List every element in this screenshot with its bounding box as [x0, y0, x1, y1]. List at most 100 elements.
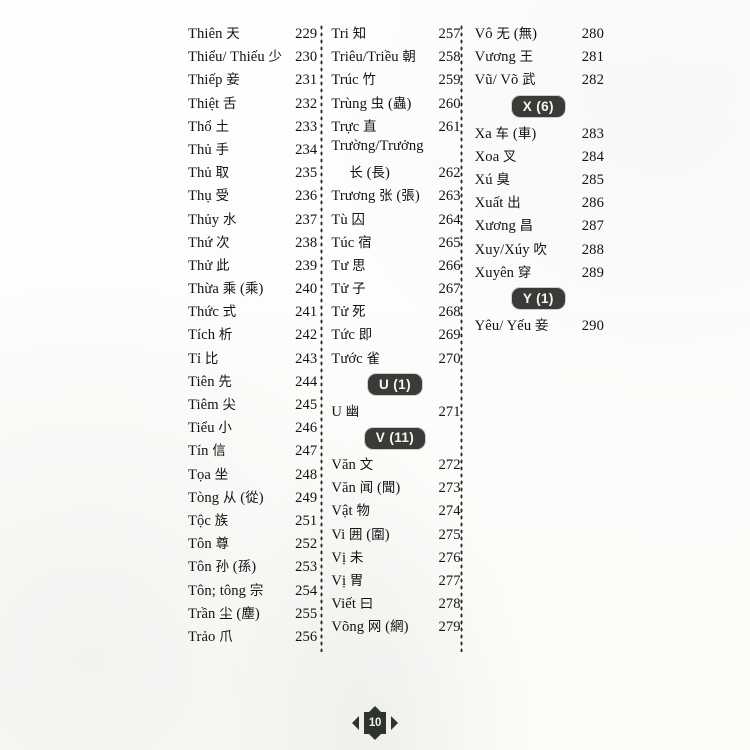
index-entry[interactable]: Văn 闻 (聞) 273: [323, 476, 466, 499]
index-entry[interactable]: Thiếp 妾 231: [180, 68, 323, 91]
index-entry[interactable]: Trùng 虫 (蟲) 260: [323, 92, 466, 115]
entry-page-number: 235: [295, 165, 318, 182]
entry-page-number: 279: [438, 619, 461, 636]
index-entry[interactable]: Thức 式 241: [180, 300, 323, 323]
index-entry[interactable]: Thủy 水 237: [180, 208, 323, 231]
entry-term: Yêu/ Yếu 妾: [474, 317, 549, 334]
entry-page-number: 245: [295, 397, 318, 413]
index-entry[interactable]: Tiểu 小 246: [180, 416, 323, 439]
index-entry[interactable]: Thiểu/ Thiếu 少 230: [180, 45, 323, 68]
index-entry[interactable]: Xuy/Xúy 吹 288: [467, 238, 610, 261]
index-entry[interactable]: Xuất 出 286: [467, 191, 610, 214]
index-entry[interactable]: Vương 王 281: [467, 45, 610, 68]
index-entry[interactable]: Thổ 土 233: [180, 115, 323, 138]
index-entry[interactable]: Thụ 受 236: [180, 184, 323, 207]
diamond-arrows-ornament: 10: [352, 706, 398, 740]
entry-page-number: 271: [438, 403, 461, 420]
index-entry[interactable]: U 幽 271: [323, 400, 466, 423]
index-entry[interactable]: Tích 析 242: [180, 323, 323, 346]
index-entry[interactable]: Xuyên 穿 289: [467, 261, 610, 284]
index-entry[interactable]: Trực 直 261: [323, 115, 466, 138]
entry-term: Xa 车 (車): [474, 125, 537, 142]
entry-term: Thiên 天: [188, 26, 240, 42]
entry-term: Thử 此: [188, 257, 230, 274]
entry-term: Vương 王: [474, 49, 534, 66]
index-entry[interactable]: Thừa 乘 (乘) 240: [180, 277, 323, 300]
section-badge-row: V (11): [323, 423, 466, 453]
section-badge[interactable]: X (6): [511, 96, 565, 118]
entry-page-number: 270: [438, 350, 461, 367]
index-entry[interactable]: Võng 网 (網) 279: [323, 615, 466, 638]
index-entry[interactable]: Thứ 次 238: [180, 231, 323, 254]
entry-page-number: 263: [438, 188, 461, 205]
index-entry[interactable]: Xoa 叉 284: [467, 145, 610, 168]
index-entry[interactable]: Tri 知 257: [323, 22, 466, 45]
section-badge-row: X (6): [467, 92, 610, 122]
index-entry[interactable]: Tỉ 比 243: [180, 347, 323, 370]
entry-term: Tri 知: [331, 26, 367, 42]
index-entry[interactable]: Xương 昌 287: [467, 214, 610, 237]
index-entry[interactable]: Vật 物 274: [323, 499, 466, 522]
section-badge[interactable]: U (1): [367, 374, 422, 396]
index-entry[interactable]: Tù 囚 264: [323, 208, 466, 231]
index-entry[interactable]: Tộc 族 251: [180, 509, 323, 532]
index-entry[interactable]: Yêu/ Yếu 妾 290: [467, 314, 610, 337]
index-entry[interactable]: Vị 未 276: [323, 546, 466, 569]
index-entry[interactable]: Túc 宿 265: [323, 231, 466, 254]
entry-page-number: 260: [438, 95, 461, 112]
index-entry[interactable]: 长 (長) 262: [323, 161, 466, 184]
entry-term: Vô 无 (無): [474, 26, 538, 42]
entry-term: Vi 囲 (圍): [331, 526, 390, 543]
index-entry[interactable]: Thủ 手 234: [180, 138, 323, 161]
index-entry[interactable]: Tôn; tông 宗 254: [180, 579, 323, 602]
index-entry[interactable]: Thiên 天 229: [180, 22, 323, 45]
index-entry[interactable]: Vị 胃 277: [323, 569, 466, 592]
index-entry[interactable]: Tức 即 269: [323, 323, 466, 346]
entry-page-number: 229: [295, 26, 318, 42]
index-entry[interactable]: Vi 囲 (圍) 275: [323, 523, 466, 546]
index-entry[interactable]: Viết 曰 278: [323, 592, 466, 615]
entry-page-number: 239: [295, 257, 318, 274]
index-entry[interactable]: Tư 思 266: [323, 254, 466, 277]
index-entry[interactable]: Tôn 尊 252: [180, 532, 323, 555]
section-badge[interactable]: Y (1): [511, 288, 565, 310]
index-entry[interactable]: Xú 臭 285: [467, 168, 610, 191]
index-entry[interactable]: Tôn 孙 (孫) 253: [180, 555, 323, 578]
index-entry[interactable]: Văn 文 272: [323, 453, 466, 476]
index-entry[interactable]: Tử 子 267: [323, 277, 466, 300]
index-entry[interactable]: Trần 尘 (塵) 255: [180, 602, 323, 625]
index-entry[interactable]: Trảo 爪 256: [180, 625, 323, 648]
index-entry[interactable]: Vô 无 (無) 280: [467, 22, 610, 45]
entry-term: Túc 宿: [331, 234, 372, 251]
entry-page-number: 268: [438, 304, 461, 321]
index-entry[interactable]: Tòng 从 (從) 249: [180, 486, 323, 509]
entry-term: Thiểu/ Thiếu 少: [188, 49, 282, 66]
index-entry[interactable]: Thủ 取 235: [180, 161, 323, 184]
entry-term: Vị 胃: [331, 572, 364, 589]
index-entry[interactable]: Tiêm 尖 245: [180, 393, 323, 416]
entry-term: Viết 曰: [331, 596, 374, 613]
index-entry[interactable]: Trúc 竹 259: [323, 68, 466, 91]
index-entry[interactable]: Tử 死 268: [323, 300, 466, 323]
section-badge[interactable]: V (11): [364, 427, 426, 449]
index-entry[interactable]: Thiệt 舌 232: [180, 92, 323, 115]
entry-page-number: 249: [295, 489, 318, 506]
index-entry[interactable]: Tín 信 247: [180, 439, 323, 462]
index-entry[interactable]: Xa 车 (車) 283: [467, 122, 610, 145]
index-entry[interactable]: Tọa 坐 248: [180, 463, 323, 486]
index-entry[interactable]: Thử 此 239: [180, 254, 323, 277]
entry-term: Tôn; tông 宗: [188, 582, 264, 599]
entry-term: Tiêm 尖: [188, 397, 236, 413]
index-entry[interactable]: Trương 张 (張) 263: [323, 184, 466, 207]
entry-term: Tù 囚: [331, 211, 365, 228]
index-entry[interactable]: Trường/Trưởng: [323, 138, 466, 161]
index-entry[interactable]: Triêu/Triều 朝 258: [323, 45, 466, 68]
entry-page-number: 253: [295, 559, 318, 576]
column-left-rows: Thiên 天 229 Thiểu/ Thiếu 少 230 Thiếp 妾 231 Thi…: [180, 22, 323, 648]
index-entry[interactable]: Tước 雀 270: [323, 347, 466, 370]
column-right: Vô 无 (無) 280 Vương 王 281 Vũ/ Võ 武 282 X (6) Xa …: [467, 22, 610, 652]
page-number: 10: [364, 712, 386, 734]
index-entry[interactable]: Tiên 先 244: [180, 370, 323, 393]
index-entry[interactable]: Vũ/ Võ 武 282: [467, 68, 610, 91]
entry-page-number: 288: [581, 241, 604, 258]
